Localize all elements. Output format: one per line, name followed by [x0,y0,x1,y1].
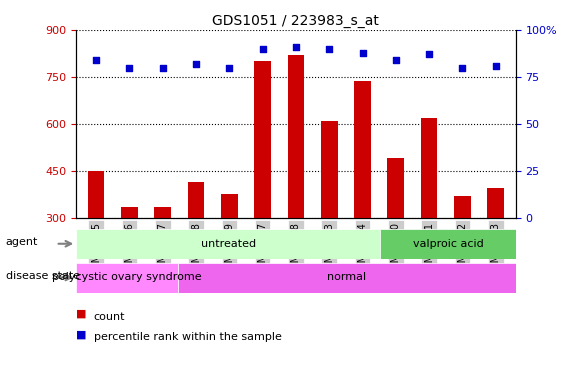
Bar [488,188,504,218]
Text: polycystic ovary syndrome: polycystic ovary syndrome [52,273,202,282]
Bar [88,171,104,217]
Point [424,51,434,57]
Text: normal: normal [327,273,366,282]
Bar [421,118,437,218]
FancyBboxPatch shape [178,262,516,292]
Point [391,57,400,63]
Bar [155,207,171,218]
Point [224,64,234,70]
FancyBboxPatch shape [76,262,178,292]
Bar [354,81,371,218]
Text: valproic acid: valproic acid [413,239,483,249]
Text: agent: agent [6,237,38,247]
Bar [321,121,338,218]
Point [458,64,467,70]
Bar [387,158,404,218]
Bar [254,61,271,217]
Text: percentile rank within the sample: percentile rank within the sample [94,333,282,342]
Text: ■: ■ [76,330,87,339]
Point [158,64,168,70]
Bar [288,55,304,217]
Text: disease state: disease state [6,271,80,280]
Point [358,50,367,55]
Bar [121,207,138,218]
Point [91,57,101,63]
Point [291,44,301,50]
Point [192,61,201,67]
Point [125,64,134,70]
FancyBboxPatch shape [380,229,516,259]
Title: GDS1051 / 223983_s_at: GDS1051 / 223983_s_at [213,13,379,28]
Point [258,46,267,52]
Text: ■: ■ [76,309,87,319]
Bar [454,196,471,217]
Text: untreated: untreated [201,239,256,249]
Bar [221,194,238,217]
FancyBboxPatch shape [76,229,380,259]
Point [491,63,500,69]
Bar [188,182,205,218]
Text: count: count [94,312,125,322]
Point [325,46,334,52]
